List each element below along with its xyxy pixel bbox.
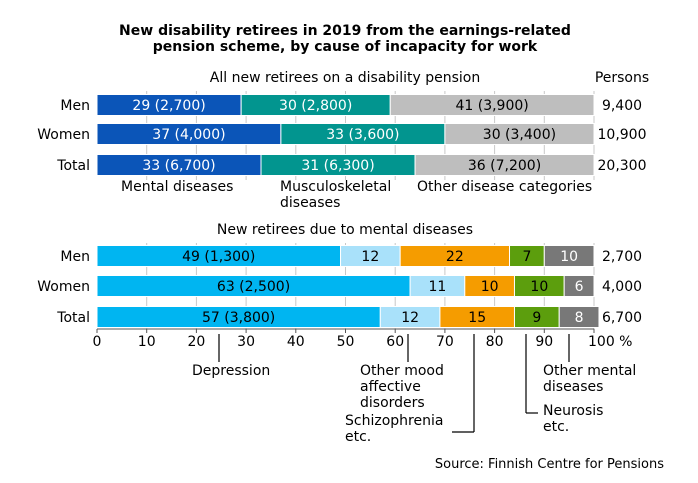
annotation-other-mood-affective-disorders: disorders [360,395,425,411]
data-label: 6 [575,279,584,295]
persons-value: 20,300 [598,158,647,174]
x-tick-label: 50 [337,334,355,350]
x-tick-label: 10 [138,334,156,350]
data-label: 57 (3,800) [202,310,275,326]
bars: Men 9,400 29 (2,700) 30 (2,800) 41 (3,900) Wo… [37,94,647,328]
bar-other-mental-diseases-women [563,275,595,297]
bar-other-mental-diseases-men [543,245,595,267]
row-label-women: Women [37,279,90,295]
data-label: 33 (6,700) [142,158,215,174]
x-tick-label: 100 % [588,334,632,350]
data-label: 30 (3,400) [483,127,556,143]
x-tick-label: 20 [187,334,205,350]
persons-value: 4,000 [602,279,642,295]
row-label-total: Total [56,310,90,326]
row-label-men: Men [60,98,90,114]
annotation-other-disease-categories: Other disease categories [417,179,592,195]
data-label: 10 [530,279,548,295]
data-label: 33 (3,600) [326,127,399,143]
source-note: Source: Finnish Centre for Pensions [435,457,664,472]
annotation-depression: Depression [192,363,270,379]
bar-other-disease-categories-total [414,154,595,176]
x-tick-label: 80 [486,334,504,350]
data-label: 22 [446,249,464,265]
annotation-musculoskeletal-diseases: diseases [280,195,340,211]
annotation-other-mental-diseases: Other mental [543,363,636,379]
annotations: Mental diseases MusculoskeletaldiseasesOt… [121,179,636,445]
x-tick-label: 30 [237,334,255,350]
data-label: 63 (2,500) [217,279,290,295]
panel-heading-all-retirees: All new retirees on a disability pension [210,70,480,86]
row-label-men: Men [60,249,90,265]
data-label: 12 [401,310,419,326]
data-label: 41 (3,900) [455,98,528,114]
data-label: 37 (4,000) [152,127,225,143]
annotation-neurosis-etc: etc. [543,419,569,435]
persons-value: 9,400 [602,98,642,114]
data-label: 15 [468,310,486,326]
data-label: 12 [361,249,379,265]
bar-other-disease-categories-women [444,123,595,145]
annotation-musculoskeletal-diseases: Musculoskeletal [280,179,391,195]
data-label: 31 (6,300) [301,158,374,174]
x-axis: 0 10 20 30 40 50 60 70 80 90 100 % [93,328,632,350]
chart-title-line-2: pension scheme, by cause of incapacity f… [153,39,538,55]
x-tick-label: 90 [535,334,553,350]
panel-heading-mental-diseases: New retirees due to mental diseases [217,222,473,238]
annotation-other-mental-diseases: diseases [543,379,603,395]
x-tick-label: 70 [436,334,454,350]
x-tick-label: 0 [93,334,102,350]
x-tick-label: 60 [386,334,404,350]
annotation-schizophrenia-etc: etc. [345,429,371,445]
bar-other-mental-diseases-total [558,306,600,328]
annotation-mental-diseases: Mental diseases [121,179,233,195]
data-label: 10 [481,279,499,295]
data-label: 30 (2,800) [279,98,352,114]
data-label: 8 [575,310,584,326]
x-tick-label: 40 [287,334,305,350]
row-label-total: Total [56,158,90,174]
annotation-other-mood-affective-disorders: Other mood [360,363,444,379]
data-label: 49 (1,300) [182,249,255,265]
chart-title-line-1: New disability retirees in 2019 from the… [119,23,571,39]
row-label-women: Women [37,127,90,143]
annotation-schizophrenia-etc: Schizophrenia [345,413,443,429]
persons-value: 6,700 [602,310,642,326]
data-label: 9 [532,310,541,326]
persons-value: 10,900 [598,127,647,143]
bar-other-disease-categories-men [389,94,595,116]
data-label: 29 (2,700) [132,98,205,114]
data-label: 7 [522,249,531,265]
annotation-neurosis-etc: Neurosis [543,403,603,419]
data-label: 36 (7,200) [468,158,541,174]
data-label: 11 [429,279,447,295]
annotation-other-mood-affective-disorders: affective [360,379,421,395]
persons-header: Persons [595,70,649,86]
persons-value: 2,700 [602,249,642,265]
data-label: 10 [560,249,578,265]
